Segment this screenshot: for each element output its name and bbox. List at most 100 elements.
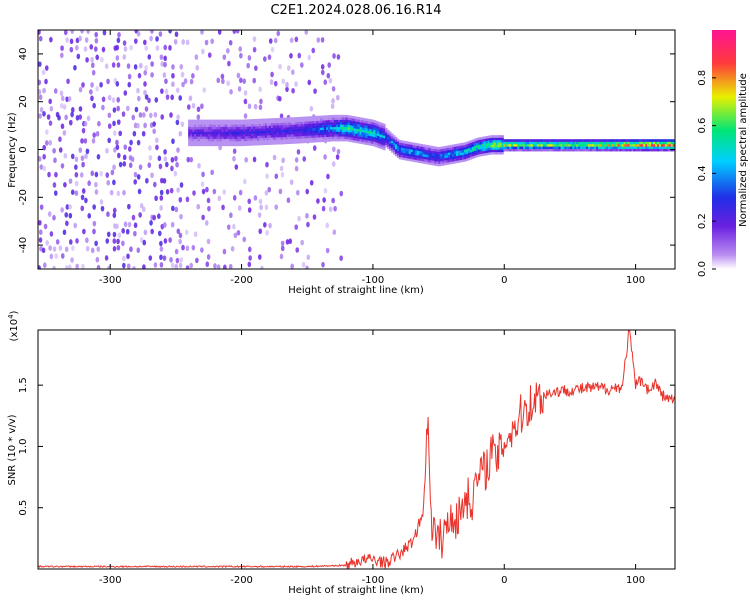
spectrogram-cell [347,129,351,133]
spectrogram-cell [233,138,236,142]
spectrogram-cell [343,131,347,135]
spectrogram-cell [236,72,241,79]
spectrogram-cell [81,82,85,88]
spectrogram-cell [170,262,175,269]
spectrogram-cell [333,129,337,132]
spectrogram-cell [410,158,414,162]
spectrogram-cell [188,138,191,142]
spectrogram-cell [481,143,485,147]
spectrogram-cell [274,118,278,121]
spectrogram-cell [402,145,406,149]
spectrogram-cell [477,154,481,157]
spectrogram-cell [326,117,329,121]
spectrogram-cell [436,163,439,167]
spectrogram-cell [493,147,496,150]
spectrogram-cell [355,135,358,139]
spectrogram-cell [142,239,147,246]
spectrogram-cell [590,139,593,142]
spectrogram-cell [515,141,518,145]
spectrogram-cell [147,97,151,104]
spectrogram-cell [326,127,329,130]
spectrogram-cell [454,146,457,150]
spectrogram-cell [264,123,268,126]
spectrogram-cell [448,161,451,165]
spectrogram-cell [349,120,353,123]
spectrogram-cell [136,31,141,37]
spectrogram-cell [377,138,380,141]
spectrogram-cell [347,122,351,126]
spectrogram-cell [276,129,280,133]
spectrogram-cell [207,205,211,212]
spectrogram-cell [253,123,256,127]
spectrogram-cell [408,158,412,162]
spectrogram-cell [316,125,319,129]
spectrogram-cell [217,126,221,130]
spectrogram-cell [383,147,386,151]
spectrogram-cell [211,126,215,130]
spectrogram-cell [200,30,204,35]
spectrogram-cell [163,61,167,68]
spectrogram-cell [136,247,141,254]
spectrogram-cell [387,139,390,142]
spectrogram-cell [253,126,256,129]
spectrogram-cell [263,125,266,129]
spectrogram-cell [560,146,563,150]
spectrogram-cell [104,255,109,261]
spectrogram-cell [428,150,431,153]
spectrogram-cell [288,122,292,125]
spectrogram-cell [328,139,331,142]
spectrogram-cell [194,122,197,125]
spectrogram-cell [257,126,260,129]
spectrogram-cell [331,197,335,204]
spectrogram-cell [424,161,427,165]
spectrogram-cell [181,39,186,45]
spectrogram-cell [144,106,149,112]
spectrogram-cell [227,143,230,147]
spectrogram-cell [503,148,506,152]
spectrogram-cell [336,148,341,155]
spectrogram-cell [38,79,42,86]
spectrogram-cell [333,133,337,137]
spectrogram-cell [359,129,362,132]
spectrogram-cell [46,114,51,120]
spectrogram-cell [351,132,355,136]
spectrogram-cell [212,188,217,195]
spectrogram-cell [564,146,567,150]
spectrogram-cell [96,264,101,269]
spectrogram-cell [444,153,447,156]
spectrogram-cell [465,155,469,159]
spectrogram-cell [436,158,439,162]
spectrogram-cell [261,130,264,134]
spectrogram-cell [75,37,80,44]
spectrogram-cell [62,130,67,136]
spectrogram-cell [215,122,219,125]
spectrogram-cell [233,131,236,135]
spectrogram-cell [444,145,447,149]
spectrogram-cell [237,124,240,128]
spectrogram-cell [660,139,664,142]
spectrogram-cell [252,46,257,53]
spectrogram-cell [192,141,195,144]
spectrogram-cell [160,114,165,120]
spectrogram-cell [96,246,101,252]
spectrogram-cell [544,148,548,152]
spectrogram-cell [497,139,500,143]
spectrogram-cell [566,146,569,150]
spectrogram-cell [355,130,358,134]
spectrogram-cell [157,230,162,237]
spectrogram-cell [65,204,70,210]
spectrogram-cell [556,139,559,142]
spectrogram-cell [153,262,158,268]
spectrogram-cell [637,148,640,152]
spectrogram-cell [402,150,406,153]
spectrogram-cell [257,254,262,260]
spectrogram-cell [329,126,333,130]
spectrogram-cell [320,37,325,43]
spectrogram-cell [351,125,355,129]
spectrogram-cell [460,152,463,156]
spectrogram-cell [284,139,288,142]
spectrogram-cell [259,128,262,131]
spectrogram-cell [371,129,374,132]
spectrogram-cell [276,117,280,121]
spectrogram-cell [251,119,254,122]
